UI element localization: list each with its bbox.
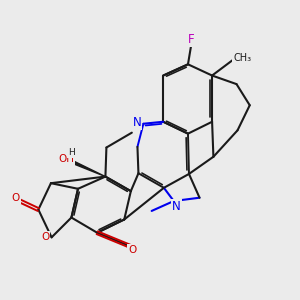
Text: F: F	[188, 33, 195, 46]
Text: N: N	[133, 116, 141, 129]
Text: OH: OH	[58, 154, 74, 164]
Text: O: O	[41, 232, 49, 242]
Text: CH₃: CH₃	[233, 53, 251, 63]
Text: H: H	[68, 148, 75, 158]
Polygon shape	[73, 161, 105, 177]
Text: N: N	[172, 200, 181, 213]
Text: O: O	[128, 245, 136, 255]
Text: O: O	[12, 193, 20, 203]
